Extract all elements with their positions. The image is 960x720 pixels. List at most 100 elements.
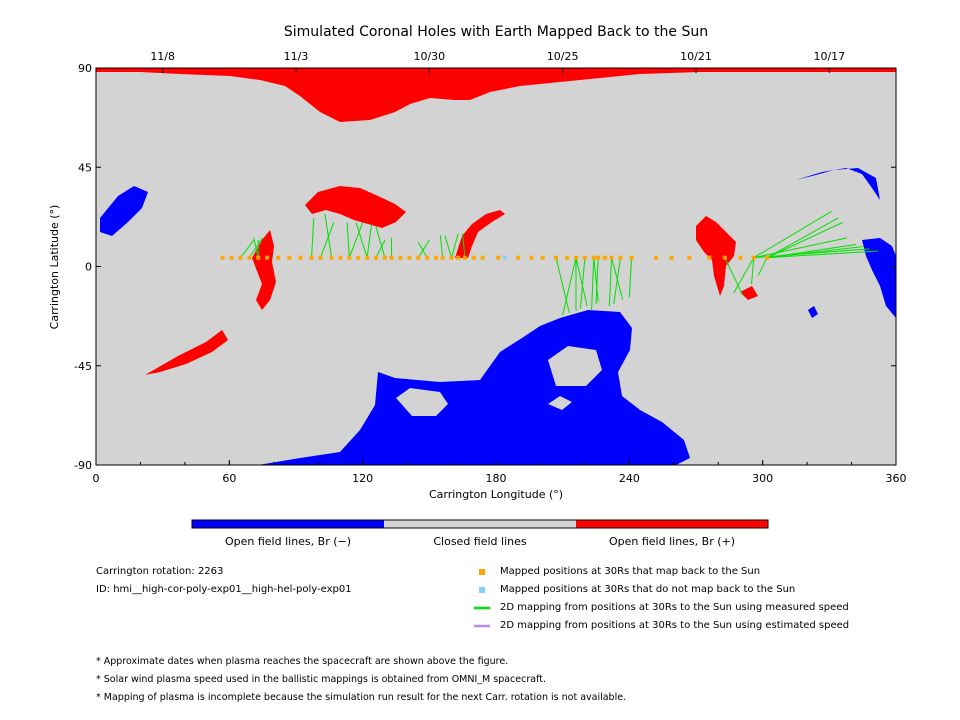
- x-tick-label: 0: [93, 472, 100, 485]
- mapped-point: [338, 255, 343, 260]
- mapped-point: [318, 255, 323, 260]
- field-lines: [240, 210, 879, 316]
- field-line: [753, 237, 848, 259]
- x-tick-label: 180: [486, 472, 507, 485]
- y-tick-label: 90: [78, 62, 92, 75]
- unmapped-point: [502, 255, 507, 260]
- mapped-point: [416, 255, 421, 260]
- colorbar-label-positive: Open field lines, Br (+): [609, 535, 735, 548]
- field-line: [591, 257, 595, 311]
- mapped-point: [654, 255, 658, 260]
- y-tick-label: -45: [74, 360, 92, 373]
- note-speed: * Solar wind plasma speed used in the ba…: [96, 674, 546, 685]
- legend-item-mapped: Mapped positions at 30Rs that map back t…: [500, 566, 761, 577]
- mapped-point: [229, 255, 234, 260]
- blue-small-spot: [808, 306, 818, 318]
- field-line: [593, 257, 599, 302]
- field-line: [348, 222, 364, 258]
- date-label: 10/25: [547, 50, 579, 63]
- note-dates: * Approximate dates when plasma reaches …: [96, 656, 509, 667]
- field-line: [562, 257, 577, 316]
- mapped-point: [238, 255, 243, 260]
- mapped-point: [471, 255, 476, 260]
- field-line: [555, 257, 570, 313]
- field-line: [608, 257, 613, 307]
- mapped-point: [591, 255, 596, 260]
- southern-strip: [145, 330, 228, 375]
- field-line: [324, 213, 333, 258]
- mapped-point: [220, 255, 225, 260]
- colorbar-label-closed: Closed field lines: [433, 535, 527, 548]
- mapped-point: [398, 255, 403, 260]
- mapped-point: [516, 255, 521, 260]
- mapped-point: [765, 255, 770, 260]
- colorbar-negative: [192, 520, 384, 528]
- mapped-point: [529, 255, 534, 260]
- legend-item-estimated: 2D mapping from positions at 30Rs to the…: [500, 620, 850, 631]
- mapped-point: [565, 255, 570, 260]
- mapped-point: [574, 255, 578, 260]
- mapped-point: [609, 255, 614, 260]
- x-tick-label: 240: [619, 472, 640, 485]
- mapped-point: [751, 255, 756, 260]
- mapped-point: [256, 255, 261, 260]
- x-tick-label: 60: [222, 472, 236, 485]
- date-label: 10/30: [413, 50, 445, 63]
- hole-near-280: [696, 216, 736, 296]
- mapped-point: [347, 255, 352, 260]
- carrington-rotation: Carrington rotation: 2263: [96, 566, 224, 577]
- date-label: 10/17: [813, 50, 845, 63]
- date-label: 11/8: [150, 50, 175, 63]
- mapped-point: [602, 255, 607, 260]
- mapped-point: [722, 255, 727, 260]
- field-line: [757, 257, 768, 276]
- closed-islands: [396, 346, 602, 416]
- field-line: [753, 248, 870, 259]
- mapped-point: [540, 255, 545, 260]
- mapped-point: [329, 255, 334, 260]
- mapped-point: [265, 255, 270, 260]
- field-line: [724, 257, 744, 296]
- colorbar-label-negative: Open field lines, Br (−): [225, 535, 351, 548]
- mapped-point: [434, 255, 438, 260]
- mapped-point: [425, 255, 430, 260]
- field-line: [751, 257, 755, 285]
- chart-title: Simulated Coronal Holes with Earth Mappe…: [284, 24, 708, 40]
- mapped-point: [554, 255, 558, 260]
- blue-hole-west: [100, 186, 148, 236]
- mapped-point: [596, 255, 601, 260]
- mapped-point: [480, 255, 485, 260]
- field-line: [355, 222, 368, 258]
- field-line: [595, 257, 599, 305]
- mapped-point: [276, 255, 281, 260]
- field-line: [462, 233, 466, 258]
- legend-symbol-mapped: [479, 569, 485, 575]
- colorbar: Open field lines, Br (−) Closed field li…: [191, 519, 769, 548]
- mapped-point: [298, 255, 303, 260]
- blue-hole-edge: [862, 238, 896, 318]
- field-line: [319, 222, 335, 258]
- mapped-point: [618, 255, 623, 260]
- mapped-point: [440, 255, 445, 260]
- mapped-point: [707, 255, 712, 260]
- mapped-point: [582, 255, 587, 260]
- field-line: [451, 233, 459, 258]
- mapped-point: [382, 255, 387, 260]
- mapped-point: [629, 255, 634, 260]
- note-incomplete: * Mapping of plasma is incomplete becaus…: [96, 692, 627, 703]
- mapped-point: [496, 255, 501, 260]
- date-label: 10/21: [680, 50, 712, 63]
- field-line: [311, 217, 315, 258]
- run-id: ID: hmi__high-cor-poly-exp01__high-hel-p…: [96, 584, 352, 595]
- mapped-point: [449, 255, 454, 260]
- mid-north-hole: [305, 186, 406, 228]
- field-line: [766, 217, 839, 259]
- y-tick-label: -90: [74, 459, 92, 472]
- field-line: [628, 257, 633, 298]
- field-line: [240, 239, 255, 258]
- legend-item-measured: 2D mapping from positions at 30Rs to the…: [500, 602, 849, 613]
- field-line: [417, 239, 430, 258]
- mapped-point: [287, 255, 292, 260]
- mapped-point: [247, 255, 252, 260]
